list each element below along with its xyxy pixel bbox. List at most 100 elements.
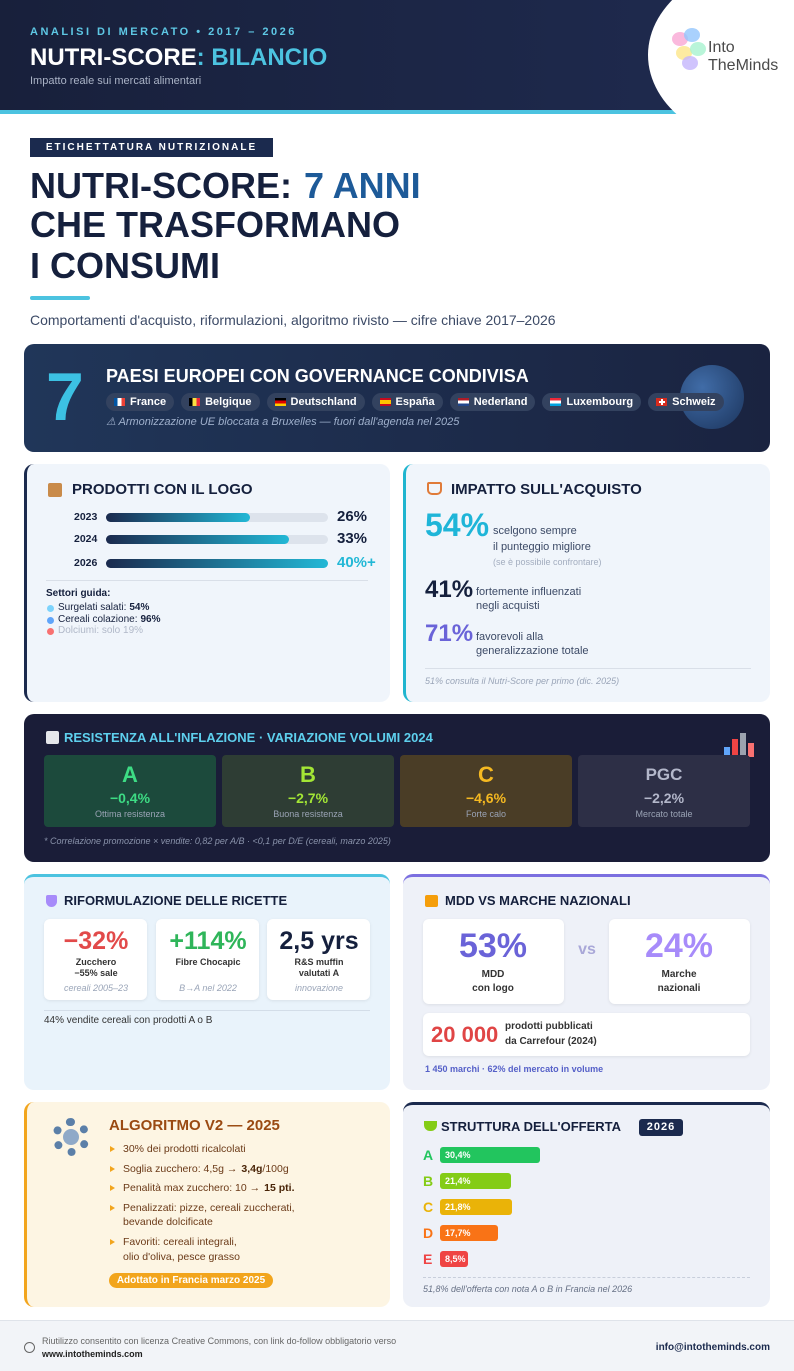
grade-label: Mercato totale (635, 808, 693, 819)
separator (46, 580, 368, 581)
compare-box (423, 919, 564, 1004)
algorithm-item: Soglia zucchero: 4,5g → 3,4g/100g (123, 1163, 289, 1176)
panel-title: RESISTENZA ALL'INFLAZIONE · VARIAZIONE V… (64, 730, 433, 746)
hero-title-line: I CONSUMI (30, 245, 221, 287)
stat-box (44, 919, 147, 1000)
gear-icon (52, 1118, 90, 1156)
bar-label: 40%+ (337, 554, 376, 571)
header-subtitle: Impatto reale sui mercati alimentari (30, 75, 202, 88)
country-name: France (130, 396, 167, 408)
card-title: RIFORMULAZIONE DELLE RICETTE (64, 893, 288, 909)
gear-icon (63, 1129, 79, 1145)
country-name: Belgique (205, 396, 252, 408)
footer-text: Riutilizzo consentito con licenza Creati… (42, 1335, 397, 1346)
sector-name: Surgelati salati: (58, 602, 127, 613)
logo-text: Into (708, 39, 735, 57)
footer-url: www.intotheminds.com (42, 1348, 143, 1359)
bar-label: 33% (337, 530, 368, 547)
country-chip: Nederland (449, 393, 536, 411)
bar (106, 534, 290, 544)
footer-email: info@intotheminds.com (655, 1342, 770, 1353)
logo-brain (684, 28, 700, 42)
sector-value: 96% (140, 613, 161, 625)
icon (46, 895, 57, 907)
sector: Dolciumi: solo 19% (58, 625, 146, 637)
stat-text: generalizzazione totale (476, 645, 589, 658)
grade-letter: D (423, 1224, 434, 1241)
footnote: 1 450 marchi · 62% del mercato in volume (425, 1063, 604, 1074)
country-name: Luxembourg (566, 396, 634, 408)
footnote: 51% consulta il Nutri-Score per primo (d… (425, 675, 620, 686)
bullet (110, 1165, 115, 1172)
sector-icon (47, 605, 54, 612)
tag: ETICHETTATURA NUTRIZIONALE (45, 142, 258, 153)
footnote: * Correlazione promozione × vendite: 0,8… (44, 835, 391, 846)
icon (424, 1121, 437, 1131)
chart-icon (724, 747, 730, 757)
stat-value: 71% (425, 619, 474, 647)
badge (109, 1273, 273, 1288)
compare-box (609, 919, 750, 1004)
logo-text: TheMinds (708, 57, 779, 75)
hero-title-line: CHE TRASFORMANO (30, 204, 400, 246)
flag (457, 398, 469, 406)
compare-value: 53% (458, 926, 528, 965)
grade-box (400, 755, 572, 827)
grade-value: −0,4% (109, 789, 151, 806)
algorithm-item: Favoriti: cereali integrali, (123, 1235, 237, 1248)
algorithm-item: 30% dei prodotti ricalcolati (123, 1143, 246, 1156)
item-text: 30% dei prodotti ricalcolati (123, 1142, 246, 1155)
country-name: Deutschland (290, 396, 357, 408)
hero-underline (30, 296, 90, 300)
grade-label: Forte calo (465, 808, 507, 819)
vs: vs (578, 941, 596, 959)
bar-year: 2026 (74, 556, 98, 569)
grade-letter: C (423, 1198, 434, 1215)
country-chip: España (371, 393, 443, 411)
separator (423, 1277, 750, 1278)
item-strong: 15 pti. (264, 1181, 295, 1194)
grade-letter: B (423, 1172, 434, 1189)
year-badge (639, 1119, 683, 1136)
algorithm-item: bevande dolcificate (123, 1215, 213, 1228)
stat-text: R&S muffin (294, 956, 344, 967)
flag (189, 398, 201, 406)
year-badge-text: 2026 (646, 1120, 676, 1133)
stat-text: Fibre Chocapic (175, 956, 241, 967)
chart-icon (748, 743, 754, 757)
separator (425, 668, 751, 669)
stat-text: negli acquisti (476, 600, 540, 613)
stat-text: −55% sale (74, 967, 118, 978)
stat-note: innovazione (294, 982, 344, 993)
sector-name: Dolciumi: solo 19% (58, 625, 144, 636)
icon (46, 731, 59, 744)
bar (440, 1251, 469, 1267)
footnote: 44% vendite cereali con prodotti A o B (44, 1015, 213, 1026)
grade-box (222, 755, 394, 827)
bullet (110, 1238, 115, 1245)
icon (425, 895, 438, 907)
grade-box (578, 755, 750, 827)
stat-note: (se è possibile confrontare) (493, 556, 602, 567)
flag (550, 398, 562, 406)
item-after: /100g (262, 1162, 289, 1175)
bar-label: 21,4% (445, 1175, 471, 1186)
chart-icon (740, 733, 746, 757)
bar (440, 1147, 541, 1163)
compare-text: con logo (472, 983, 514, 994)
tag-box (30, 138, 273, 157)
item-text: Soglia zucchero: 4,5g → (123, 1162, 238, 1175)
title-accent: : BILANCIO (196, 43, 328, 71)
grade-label: Ottima resistenza (94, 808, 166, 819)
sectors-title: Settori guida: (46, 588, 111, 599)
sector-icon (47, 628, 54, 635)
highlight-value: 20 000 (431, 1021, 499, 1047)
bar-label: 17,7% (445, 1227, 471, 1238)
highlight-text: prodotti pubblicati (505, 1021, 593, 1032)
bar-year: 2024 (74, 532, 98, 545)
footnote: 51,8% dell'offerta con nota A o B in Fra… (423, 1283, 633, 1294)
title-main: NUTRI-SCORE (30, 43, 197, 71)
stat-text: favorevoli alla (476, 631, 544, 644)
compare-text: MDD (481, 969, 505, 980)
